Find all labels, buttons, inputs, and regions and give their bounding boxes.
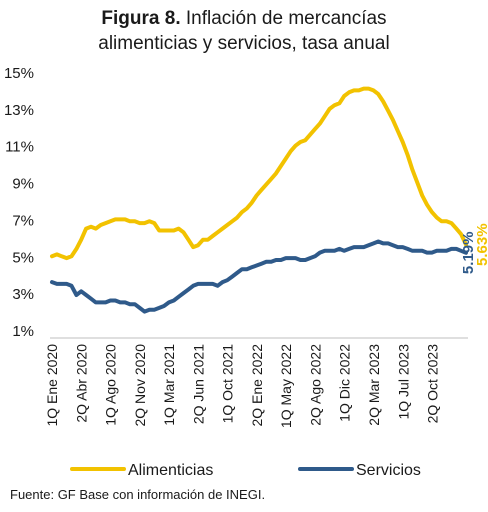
x-tick-label: 1Q Ene 2020 <box>44 344 60 427</box>
y-axis: 15% 13% 11% 9% 7% 5% 3% 1% <box>4 65 34 340</box>
end-label-servicios: 5.19% <box>460 232 477 275</box>
chart-subtitle: alimenticias y servicios, tasa anual <box>98 33 390 54</box>
x-axis: 1Q Ene 2020 2Q Abr 2020 1Q Ago 2020 2Q Nov … <box>44 337 468 428</box>
x-tick-label: 1Q Mar 2021 <box>161 344 177 426</box>
x-tick-label: 1Q Oct 2021 <box>220 344 236 424</box>
series-lines <box>50 86 468 314</box>
x-tick-label: 2Q Oct 2023 <box>425 344 441 424</box>
y-tick-label: 15% <box>4 65 34 82</box>
x-tick-label: 1Q Ago 2020 <box>103 344 119 426</box>
title-bold: Figura 8. <box>101 8 181 29</box>
x-tick-label: 2Q Jun 2021 <box>190 344 206 424</box>
y-tick-label: 5% <box>12 249 34 266</box>
x-tick-label: 1Q Jul 2023 <box>395 344 411 420</box>
y-tick-label: 1% <box>12 323 34 340</box>
x-tick-label: 2Q Abr 2020 <box>73 344 89 423</box>
x-tick-label: 2Q Ene 2022 <box>249 344 265 427</box>
y-tick-label: 7% <box>12 212 34 229</box>
series-line-alimenticias <box>50 86 468 261</box>
x-tick-label: 1Q Dic 2022 <box>337 344 353 422</box>
y-tick-label: 13% <box>4 102 34 119</box>
legend-label-servicios: Servicios <box>356 462 421 479</box>
chart-title: Figura 8. Inflación de mercancías alimen… <box>0 6 488 56</box>
source-note: Fuente: GF Base con información de INEGI… <box>10 487 266 502</box>
y-tick-label: 3% <box>12 286 34 303</box>
x-tick-label: 1Q May 2022 <box>278 344 294 428</box>
legend-label-alimenticias: Alimenticias <box>128 462 213 479</box>
x-tick-label: 2Q Ago 2022 <box>307 344 323 426</box>
x-tick-label: 2Q Mar 2023 <box>366 344 382 426</box>
end-labels: 5.63%5.19% <box>460 223 488 274</box>
legend: Alimenticias Servicios <box>70 462 421 479</box>
x-tick-label: 2Q Nov 2020 <box>132 344 148 427</box>
end-label-alimenticias: 5.63% <box>474 223 488 266</box>
y-tick-label: 11% <box>5 139 34 156</box>
title-rest: Inflación de mercancías <box>185 8 387 29</box>
series-line-servicios <box>50 239 468 314</box>
y-tick-label: 9% <box>12 176 34 193</box>
